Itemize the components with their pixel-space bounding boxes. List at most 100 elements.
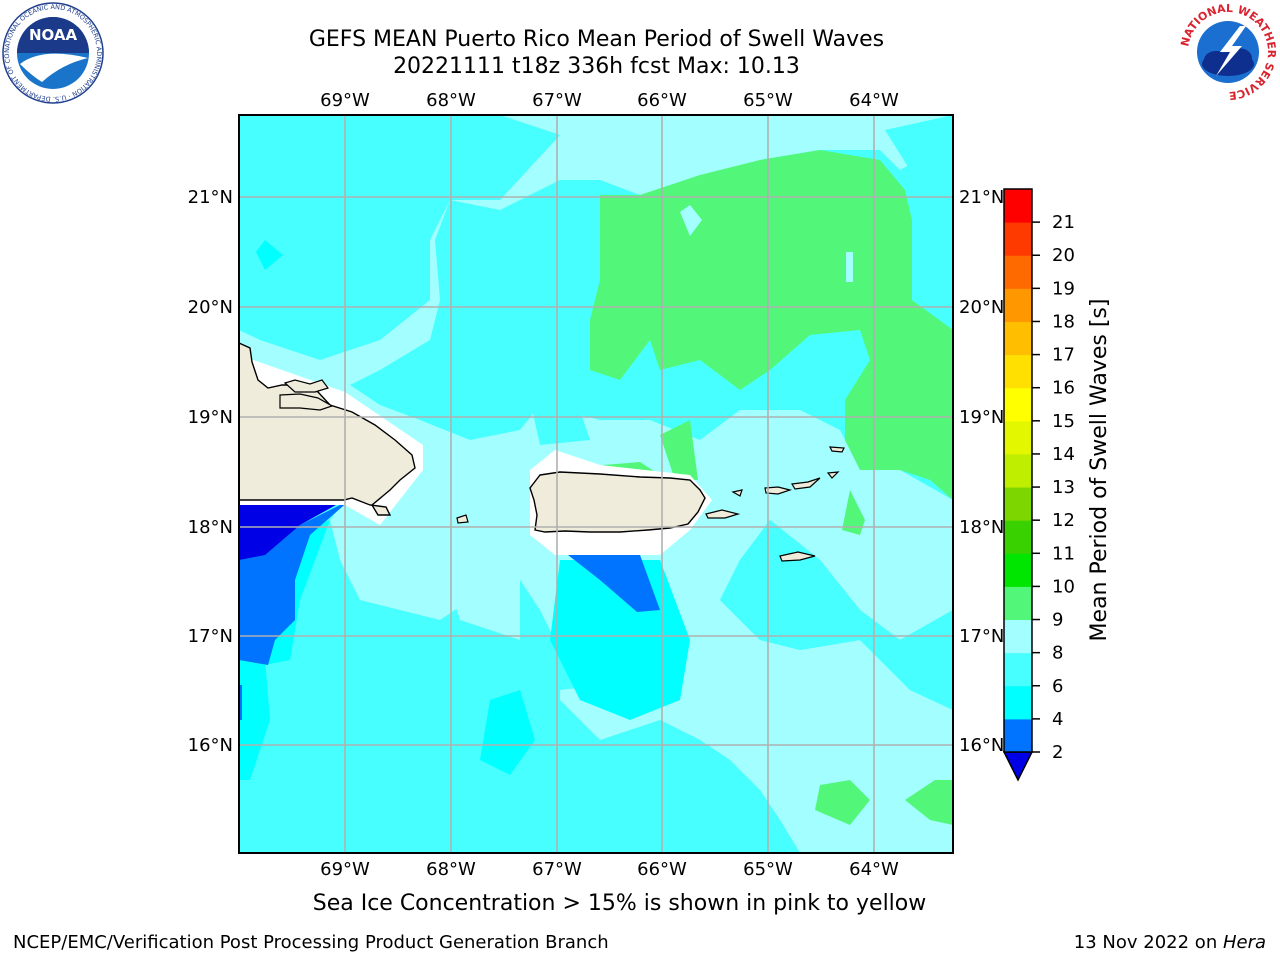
lat-labels-right: 21°N 20°N 19°N 18°N 17°N 16°N: [959, 187, 1004, 756]
lon-label: 65°W: [743, 90, 793, 111]
swell-band-8-9-patch: [680, 205, 702, 236]
colorbar-segment: [1004, 255, 1032, 289]
swell-band-2-4: [239, 500, 350, 665]
footer-right: 13 Nov 2022 on Hera: [1074, 932, 1266, 953]
lat-label: 21°N: [959, 187, 1004, 208]
swell-band-6-8-patch: [885, 115, 953, 175]
bvi-island: [791, 477, 821, 490]
noaa-logo-text: NOAA: [29, 26, 78, 44]
noaa-logo: NATIONAL OCEANIC AND ATMOSPHERIC ADMINIS…: [0, 0, 104, 104]
colorbar-tick-label: 21: [1052, 212, 1075, 233]
colorbar-segment: [1004, 354, 1032, 389]
footer-host: Hera: [1222, 932, 1266, 953]
swell-band-under-2: [239, 500, 345, 560]
swell-band-4-6: [239, 660, 270, 780]
colorbar-tick-label: 16: [1052, 378, 1075, 399]
lat-label: 16°N: [959, 735, 1004, 756]
lat-label: 18°N: [188, 517, 233, 538]
lat-label: 21°N: [188, 187, 233, 208]
colorbar-tick-label: 20: [1052, 245, 1075, 266]
colorbar-label: Mean Period of Swell Waves [s]: [1087, 299, 1112, 642]
lon-labels-top: 69°W 68°W 67°W 66°W 65°W 64°W: [320, 90, 899, 111]
colorbar-tick-label: 11: [1052, 543, 1075, 564]
colorbar: 2 4 6 8 9 10 11 12 13 14 15 16 17 18 19 20 21 Mean Perio…: [1002, 188, 1112, 782]
lon-label: 64°W: [849, 859, 899, 880]
colorbar-segment: [1004, 652, 1032, 687]
colorbar-tick-label: 9: [1052, 610, 1063, 631]
swell-band-9-10: [590, 150, 953, 500]
swell-band-4-6: [480, 690, 535, 775]
vieques-island: [705, 509, 741, 519]
map-title: GEFS MEAN Puerto Rico Mean Period of Swe…: [308, 27, 885, 52]
lon-label: 68°W: [426, 90, 476, 111]
map-plot-area: [239, 115, 953, 853]
lon-label: 65°W: [743, 859, 793, 880]
map-subtitle: 20221111 t18z 336h fcst Max: 10.13: [393, 54, 800, 79]
mona-island: [456, 514, 469, 524]
lon-label: 67°W: [532, 90, 582, 111]
lat-label: 19°N: [959, 407, 1004, 428]
colorbar-segment: [1004, 553, 1032, 587]
colorbar-tick-label: 4: [1052, 709, 1063, 730]
graticule: [239, 115, 953, 853]
lat-label: 16°N: [188, 735, 233, 756]
swell-band-4-6: [256, 240, 283, 270]
colorbar-under-arrow: [1002, 751, 1034, 782]
lon-label: 69°W: [320, 90, 370, 111]
swell-band-6-8-patch: [239, 115, 560, 360]
colorbar-tick-label: 12: [1052, 510, 1075, 531]
sombrero-island: [828, 446, 845, 453]
lon-labels-bottom: 69°W 68°W 67°W 66°W 65°W 64°W: [320, 859, 899, 880]
colorbar-segment: [1004, 288, 1032, 322]
lat-labels-left: 21°N 20°N 19°N 18°N 17°N 16°N: [188, 187, 233, 756]
lat-label: 17°N: [959, 626, 1004, 647]
culebra-island: [731, 489, 743, 497]
swell-band-6-8-patch: [720, 520, 953, 710]
hispaniola-land: [239, 342, 416, 516]
swell-band-9-10-patch: [905, 780, 953, 825]
swell-band-2-4: [568, 555, 660, 612]
lon-label: 68°W: [426, 859, 476, 880]
colorbar-segment: [1004, 685, 1032, 720]
colorbar-tick-label: 17: [1052, 345, 1075, 366]
colorbar-tick-label: 6: [1052, 676, 1063, 697]
colorbar-tick-label: 2: [1052, 742, 1063, 763]
lat-label: 17°N: [188, 626, 233, 647]
colorbar-tick-label: 13: [1052, 477, 1075, 498]
colorbar-segment: [1004, 321, 1032, 356]
colorbar-segment: [1004, 420, 1032, 455]
colorbar-segment: [1004, 387, 1032, 422]
swell-band-6-8-patch: [530, 400, 590, 445]
hispaniola-bay: [279, 393, 334, 411]
sea-ice-note: Sea Ice Concentration > 15% is shown in …: [0, 891, 1280, 916]
lon-label: 64°W: [849, 90, 899, 111]
colorbar-segment: [1004, 189, 1032, 223]
colorbar-tick-label: 19: [1052, 278, 1075, 299]
colorbar-segment: [1004, 453, 1032, 488]
map-frame: [238, 114, 954, 854]
lon-label: 66°W: [637, 90, 687, 111]
colorbar-tick-label: 18: [1052, 311, 1075, 332]
footer-date: 13 Nov 2022 on: [1073, 932, 1223, 953]
swell-band-6-8-patch: [640, 720, 800, 853]
lon-label: 66°W: [637, 859, 687, 880]
sea-ice-note-text: Sea Ice Concentration > 15% is shown in …: [312, 891, 927, 916]
swell-band-6-8-patch: [239, 600, 640, 853]
colorbar-tick-label: 10: [1052, 576, 1075, 597]
lat-label: 18°N: [959, 517, 1004, 538]
colorbar-tick-label: 14: [1052, 444, 1075, 465]
colorbar-segment: [1004, 718, 1032, 753]
st-thomas-island: [764, 486, 793, 495]
footer-left: NCEP/EMC/Verification Post Processing Pr…: [13, 932, 609, 953]
colorbar-segment: [1004, 222, 1032, 256]
lon-label: 67°W: [532, 859, 582, 880]
lat-label: 20°N: [959, 297, 1004, 318]
lat-label: 20°N: [188, 297, 233, 318]
lon-label: 69°W: [320, 859, 370, 880]
anegada-island: [826, 471, 840, 479]
colorbar-tick-label: 8: [1052, 643, 1063, 664]
swell-band-9-10-patch: [815, 780, 870, 825]
colorbar-segment: [1004, 619, 1032, 654]
colorbar-tick-label: 15: [1052, 411, 1075, 432]
